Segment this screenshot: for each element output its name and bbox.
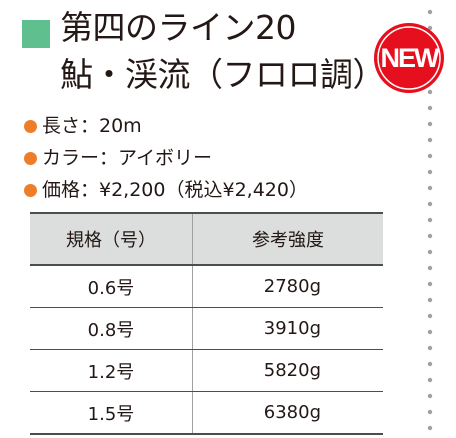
title-marker: [22, 20, 50, 48]
dot: [427, 217, 433, 223]
size-cell: 1.5号: [30, 391, 193, 435]
dot: [427, 153, 433, 159]
dot: [427, 121, 433, 127]
table-row: 1.5号 6380g: [30, 391, 383, 435]
new-badge: [374, 23, 444, 93]
spec-item: カラー：アイボリー: [24, 145, 212, 171]
dot: [427, 169, 433, 175]
dot: [427, 313, 433, 319]
dot: [427, 185, 433, 191]
spec-item: 価格：¥2,200（税込¥2,420）: [24, 177, 308, 203]
header-row: 規格（号） 参考強度: [30, 212, 383, 266]
dot: [427, 105, 433, 111]
strength-cell: 5820g: [192, 349, 383, 392]
strength-cell: 2780g: [192, 265, 383, 308]
dot: [427, 201, 433, 207]
dot: [427, 233, 433, 239]
badge-ring: [377, 26, 441, 90]
table-row: 0.6号 2780g: [30, 265, 383, 308]
table-row: 0.8号 3910g: [30, 307, 383, 350]
column-header: 規格（号）: [30, 212, 193, 266]
strength-cell: 6380g: [192, 391, 383, 435]
dot: [427, 393, 433, 399]
dot: [427, 377, 433, 383]
table-row: 1.2号 5820g: [30, 349, 383, 392]
size-cell: 0.6号: [30, 265, 193, 308]
dot: [427, 89, 433, 95]
dot: [427, 265, 433, 271]
dot: [427, 361, 433, 367]
badge-label: NEW: [381, 43, 441, 73]
dot: [427, 137, 433, 143]
spec-table: 規格（号） 参考強度 0.6号 2780g 0.8号 3910g 1.2号 5820g 1.…: [30, 212, 383, 435]
dot: [427, 329, 433, 335]
dot: [427, 425, 433, 431]
title: 第四のライン20: [60, 8, 297, 47]
dot: [427, 249, 433, 255]
dot: [427, 297, 433, 303]
strength-cell: 3910g: [192, 307, 383, 350]
dot: [427, 409, 433, 415]
dot: [427, 25, 433, 31]
dot: [427, 345, 433, 351]
subtitle: 鮎・渓流（フロロ調）: [60, 55, 386, 94]
spec-item: 長さ：20m: [24, 113, 142, 139]
dot: [427, 281, 433, 287]
size-cell: 1.2号: [30, 349, 193, 392]
column-header: 参考強度: [192, 212, 383, 266]
size-cell: 0.8号: [30, 307, 193, 350]
dot: [427, 9, 433, 15]
